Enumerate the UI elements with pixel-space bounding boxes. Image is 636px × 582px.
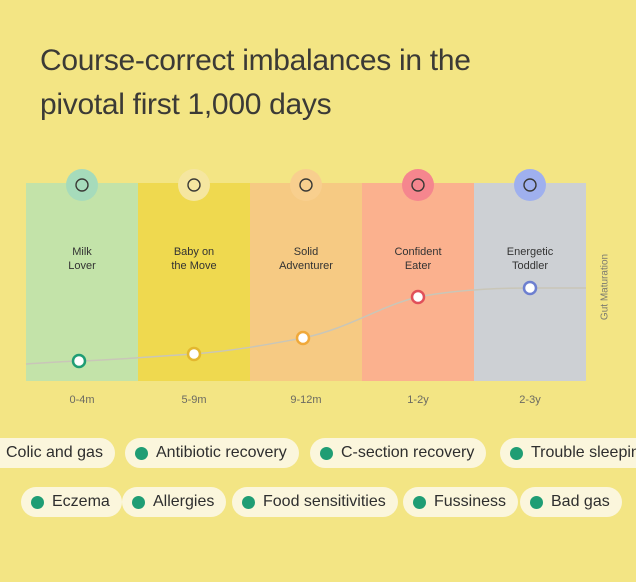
check-icon	[31, 495, 44, 509]
tag: Colic and gas	[0, 438, 115, 468]
age-label: 2-3y	[519, 394, 541, 406]
check-icon	[242, 495, 255, 509]
check-icon	[510, 446, 523, 460]
stage-label: Adventurer	[279, 260, 333, 272]
stage-label: the Move	[171, 260, 217, 272]
stage-icon-glyph	[299, 178, 313, 192]
check-icon	[132, 495, 145, 509]
tag-text: Allergies	[153, 493, 215, 510]
age-label: 1-2y	[407, 394, 429, 406]
stage-icon	[66, 169, 98, 201]
tag: Eczema	[21, 487, 122, 517]
tag-text: C-section recovery	[341, 444, 475, 461]
curve-marker	[295, 330, 311, 346]
tag-text: Fussiness	[434, 493, 507, 510]
axis-label: Gut Maturation	[599, 253, 611, 321]
curve-marker	[522, 280, 538, 296]
stage-label: Solid	[293, 246, 319, 258]
tag: Trouble sleeping	[500, 438, 636, 468]
stage-panel	[362, 183, 474, 381]
age-label: 5-9m	[181, 394, 207, 406]
tag-text: Bad gas	[551, 493, 610, 510]
tag: C-section recovery	[310, 438, 487, 468]
age-label: 0-4m	[69, 394, 95, 406]
curve-marker	[186, 346, 202, 362]
stage-panel	[250, 183, 362, 381]
stage-panel	[26, 183, 138, 381]
stage-icon-glyph	[187, 178, 201, 192]
tag: Antibiotic recovery	[125, 438, 299, 468]
title: Course-correct imbalances in the	[40, 44, 471, 77]
check-icon	[135, 446, 148, 460]
tag-text: Eczema	[52, 493, 110, 510]
curve-marker	[71, 353, 87, 369]
stage-label: Eater	[404, 260, 432, 272]
stage-icon-glyph	[523, 178, 537, 192]
curve-marker	[410, 289, 426, 305]
stage-label: Baby on	[173, 246, 215, 258]
stage-label: Lover	[68, 260, 96, 272]
stage-icon-glyph	[411, 178, 425, 192]
check-icon	[413, 495, 426, 509]
stage-chart	[25, 169, 586, 381]
age-label: 9-12m	[290, 394, 322, 406]
tag-text: Food sensitivities	[263, 493, 386, 510]
stage-icon	[402, 169, 434, 201]
stage-icon-glyph	[75, 178, 89, 192]
tag-text: Trouble sleeping	[531, 444, 636, 461]
tag-text: Colic and gas	[6, 444, 103, 461]
check-icon	[320, 446, 333, 460]
stage-icon	[290, 169, 322, 201]
tag-text: Antibiotic recovery	[156, 444, 287, 461]
tag: Fussiness	[403, 487, 519, 517]
tag: Food sensitivities	[232, 487, 398, 517]
stage-label: Milk	[72, 246, 92, 258]
tag: Allergies	[122, 487, 227, 517]
stage-icon	[514, 169, 546, 201]
check-icon	[530, 495, 543, 509]
stage-label: Energetic	[506, 246, 554, 258]
stage-icon	[178, 169, 210, 201]
stage-label: Toddler	[511, 260, 549, 272]
tag: Bad gas	[520, 487, 622, 517]
stage-label: Confident	[394, 246, 442, 258]
title: pivotal first 1,000 days	[40, 88, 332, 121]
